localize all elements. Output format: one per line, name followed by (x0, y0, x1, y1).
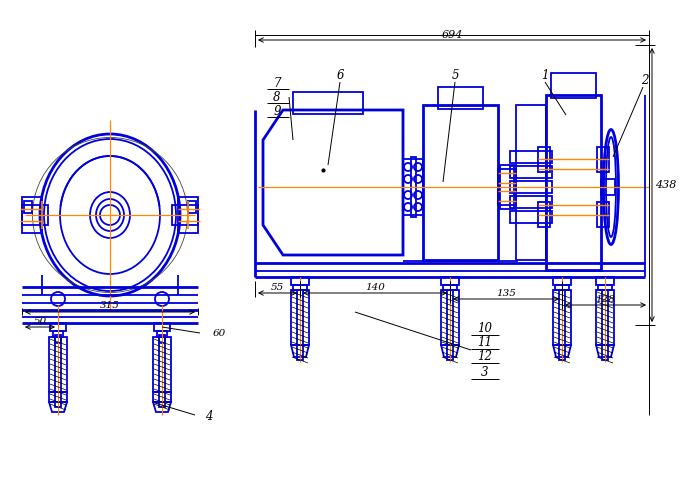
Bar (597, 202, 609, 227)
Bar (538, 202, 550, 227)
Bar (447, 290, 453, 360)
Bar (553, 290, 571, 345)
Bar (500, 165, 514, 209)
Bar (403, 159, 423, 215)
Bar (423, 105, 498, 260)
Text: 1: 1 (541, 68, 548, 81)
Text: 60: 60 (213, 328, 226, 338)
Text: 11: 11 (477, 337, 492, 350)
Bar (546, 95, 601, 270)
Bar (153, 392, 171, 402)
Bar (516, 105, 546, 260)
Bar (441, 277, 459, 285)
Bar (510, 166, 552, 178)
Bar (602, 290, 608, 360)
Bar (510, 151, 552, 163)
Bar (538, 147, 550, 172)
Bar (153, 337, 171, 392)
Bar (553, 277, 571, 285)
Bar (293, 92, 363, 114)
Bar (157, 331, 167, 337)
Text: 7: 7 (273, 76, 281, 90)
Text: 140: 140 (365, 283, 385, 292)
Bar (438, 87, 483, 109)
Bar (154, 323, 170, 331)
Bar (559, 290, 565, 360)
Text: 10: 10 (477, 322, 492, 336)
Bar (597, 147, 609, 172)
Bar (22, 197, 42, 233)
Text: 128: 128 (595, 294, 615, 303)
Bar (510, 181, 552, 193)
Bar (55, 335, 61, 343)
Bar (291, 290, 309, 345)
Bar (555, 285, 569, 290)
Text: 694: 694 (441, 30, 462, 40)
Text: 2: 2 (641, 73, 649, 87)
Bar (297, 290, 303, 360)
Bar (178, 197, 198, 233)
Bar (551, 73, 596, 98)
Bar (188, 201, 196, 213)
Bar (510, 211, 552, 223)
Text: 315: 315 (100, 301, 120, 310)
Bar (49, 392, 67, 402)
Text: 438: 438 (655, 180, 676, 190)
Text: 135: 135 (496, 289, 516, 297)
Bar (596, 277, 614, 285)
Text: 9: 9 (273, 105, 281, 118)
Bar (598, 285, 612, 290)
Bar (55, 337, 61, 407)
Text: 55: 55 (270, 283, 283, 292)
Bar (172, 205, 198, 225)
Bar (441, 290, 459, 345)
Bar (159, 337, 165, 407)
Text: 4: 4 (205, 410, 212, 424)
Bar (22, 205, 48, 225)
Bar (443, 285, 457, 290)
Bar (291, 277, 309, 285)
Bar (411, 157, 416, 217)
Bar (50, 323, 66, 331)
Text: 12: 12 (477, 351, 492, 364)
Bar (159, 335, 165, 343)
Text: 6: 6 (336, 68, 344, 81)
Bar (596, 290, 614, 345)
Bar (498, 169, 516, 205)
Text: 8: 8 (273, 91, 281, 104)
Bar (601, 179, 615, 195)
Text: 50: 50 (33, 317, 46, 326)
Bar (24, 201, 32, 213)
Bar (510, 196, 552, 208)
Text: 5: 5 (451, 68, 459, 81)
Text: 3: 3 (482, 367, 489, 379)
Bar (53, 331, 63, 337)
Bar (49, 337, 67, 392)
Bar (293, 285, 307, 290)
